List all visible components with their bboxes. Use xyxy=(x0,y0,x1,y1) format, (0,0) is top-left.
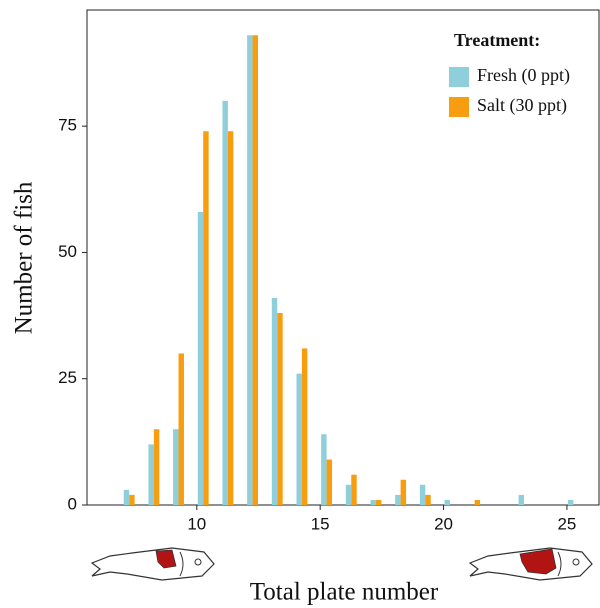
bar xyxy=(197,212,204,505)
bar xyxy=(222,100,228,505)
bar xyxy=(123,489,130,505)
bar xyxy=(375,499,382,505)
bar xyxy=(129,494,135,505)
fish-icon xyxy=(468,547,593,581)
x-tick-label: 10 xyxy=(187,514,206,533)
bar xyxy=(153,429,160,505)
y-tick-label: 25 xyxy=(58,368,77,387)
legend-swatch xyxy=(449,97,469,117)
y-tick-label: 50 xyxy=(58,242,77,261)
bar xyxy=(400,479,407,505)
x-tick-label: 15 xyxy=(311,514,330,533)
bar xyxy=(370,499,376,505)
bar xyxy=(271,297,278,505)
x-tick-label: 25 xyxy=(557,514,576,533)
legend-title: Treatment: xyxy=(454,30,540,50)
bar xyxy=(296,373,302,505)
plot-frame xyxy=(86,9,600,506)
bar xyxy=(148,444,154,505)
y-tick-label: 75 xyxy=(58,116,77,135)
bar xyxy=(321,434,327,505)
fish-icon xyxy=(90,547,215,581)
y-axis-label: Number of fish xyxy=(11,181,38,334)
bar xyxy=(518,494,524,505)
bar xyxy=(173,429,179,505)
bar xyxy=(277,313,283,505)
bar xyxy=(425,494,431,505)
bar xyxy=(178,353,184,505)
x-axis-label: Total plate number xyxy=(250,579,439,606)
bar xyxy=(444,499,450,505)
bar xyxy=(395,494,401,505)
bar xyxy=(247,35,253,506)
bar xyxy=(252,35,258,506)
bar xyxy=(351,474,357,505)
legend-label: Salt (30 ppt) xyxy=(477,95,567,116)
bar xyxy=(326,459,333,505)
legend-label: Fresh (0 ppt) xyxy=(477,65,570,86)
bar xyxy=(345,484,352,505)
x-tick-label: 20 xyxy=(434,514,453,533)
bar xyxy=(203,131,209,505)
bar xyxy=(567,499,574,505)
bar xyxy=(419,484,426,505)
bar xyxy=(474,499,481,505)
bar xyxy=(301,348,308,505)
y-tick-label: 0 xyxy=(68,494,77,513)
bar xyxy=(227,131,234,505)
legend-swatch xyxy=(449,67,469,87)
